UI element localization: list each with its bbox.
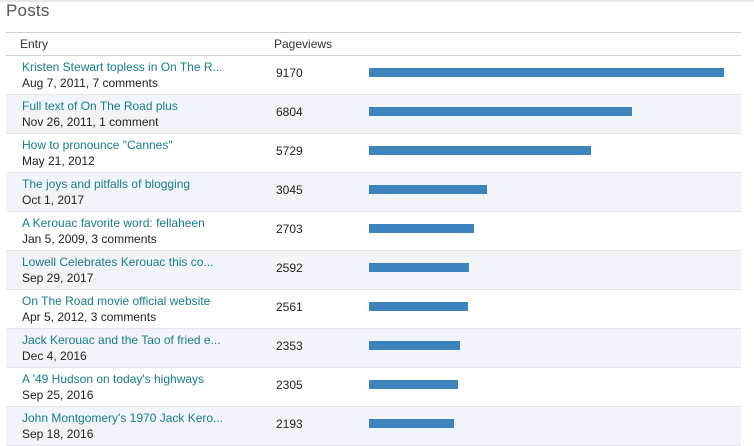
table-row: On The Road movie official website Apr 5,… <box>6 290 741 329</box>
section-title: Posts <box>6 1 50 20</box>
pageviews-count: 2703 <box>276 222 303 236</box>
post-title-link[interactable]: A '49 Hudson on today's highways <box>22 372 205 386</box>
post-meta: Apr 5, 2012, 3 comments <box>22 310 157 324</box>
pageviews-count: 9170 <box>276 66 303 80</box>
column-header-entry: Entry <box>20 37 49 51</box>
pageviews-count: 2353 <box>276 339 303 353</box>
post-title-link[interactable]: The joys and pitfalls of blogging <box>22 177 191 191</box>
post-title-link[interactable]: A Kerouac favorite word: fellaheen <box>22 216 205 230</box>
pageviews-bar <box>369 185 487 194</box>
post-meta: Jan 5, 2009, 3 comments <box>22 232 157 246</box>
post-meta: Sep 18, 2016 <box>22 427 94 441</box>
table-row: Lowell Celebrates Kerouac this co... Sep … <box>6 251 741 290</box>
top-divider <box>0 0 754 2</box>
post-meta: Nov 26, 2011, 1 comment <box>22 115 159 129</box>
pageviews-bar <box>369 107 632 116</box>
post-title-link[interactable]: How to pronounce "Cannes" <box>22 138 173 152</box>
post-meta: Dec 4, 2016 <box>22 349 87 363</box>
post-meta: May 21, 2012 <box>22 154 95 168</box>
column-header-pageviews: Pageviews <box>274 37 333 51</box>
table-row: Jack Kerouac and the Tao of fried e... De… <box>6 329 741 368</box>
pageviews-count: 5729 <box>276 144 303 158</box>
pageviews-bar <box>369 419 454 428</box>
post-title-link[interactable]: On The Road movie official website <box>22 294 211 308</box>
post-title-link[interactable]: Jack Kerouac and the Tao of fried e... <box>22 333 221 347</box>
pageviews-bar <box>369 263 469 272</box>
table-header: Entry Pageviews <box>6 32 741 56</box>
pageviews-bar <box>369 146 591 155</box>
pageviews-count: 2592 <box>276 261 303 275</box>
pageviews-count: 2305 <box>276 378 303 392</box>
table-row: John Montgomery's 1970 Jack Kero... Sep 1… <box>6 407 741 446</box>
post-meta: Sep 29, 2017 <box>22 271 94 285</box>
posts-table: Entry Pageviews Kristen Stewart topless … <box>6 32 741 446</box>
post-meta: Aug 7, 2011, 7 comments <box>22 76 158 90</box>
post-title-link[interactable]: John Montgomery's 1970 Jack Kero... <box>22 411 224 425</box>
post-title-link[interactable]: Full text of On The Road plus <box>22 99 178 113</box>
table-row: Full text of On The Road plus Nov 26, 201… <box>6 95 741 134</box>
pageviews-count: 2193 <box>276 417 303 431</box>
pageviews-count: 2561 <box>276 300 303 314</box>
table-row: The joys and pitfalls of blogging Oct 1, … <box>6 173 741 212</box>
post-title-link[interactable]: Lowell Celebrates Kerouac this co... <box>22 255 214 269</box>
pageviews-bar <box>369 341 460 350</box>
pageviews-count: 6804 <box>276 105 303 119</box>
pageviews-bar <box>369 380 458 389</box>
pageviews-bar <box>369 302 468 311</box>
pageviews-bar <box>369 224 474 233</box>
table-row: How to pronounce "Cannes" May 21, 2012 572… <box>6 134 741 173</box>
table-body: Kristen Stewart topless in On The R... Au… <box>6 56 741 446</box>
pageviews-count: 3045 <box>276 183 303 197</box>
post-meta: Oct 1, 2017 <box>22 193 85 207</box>
pageviews-bar <box>369 68 724 77</box>
table-row: Kristen Stewart topless in On The R... Au… <box>6 56 741 95</box>
post-title-link[interactable]: Kristen Stewart topless in On The R... <box>22 60 223 74</box>
table-row: A '49 Hudson on today's highways Sep 25, … <box>6 368 741 407</box>
table-row: A Kerouac favorite word: fellaheen Jan 5,… <box>6 212 741 251</box>
post-meta: Sep 25, 2016 <box>22 388 94 402</box>
